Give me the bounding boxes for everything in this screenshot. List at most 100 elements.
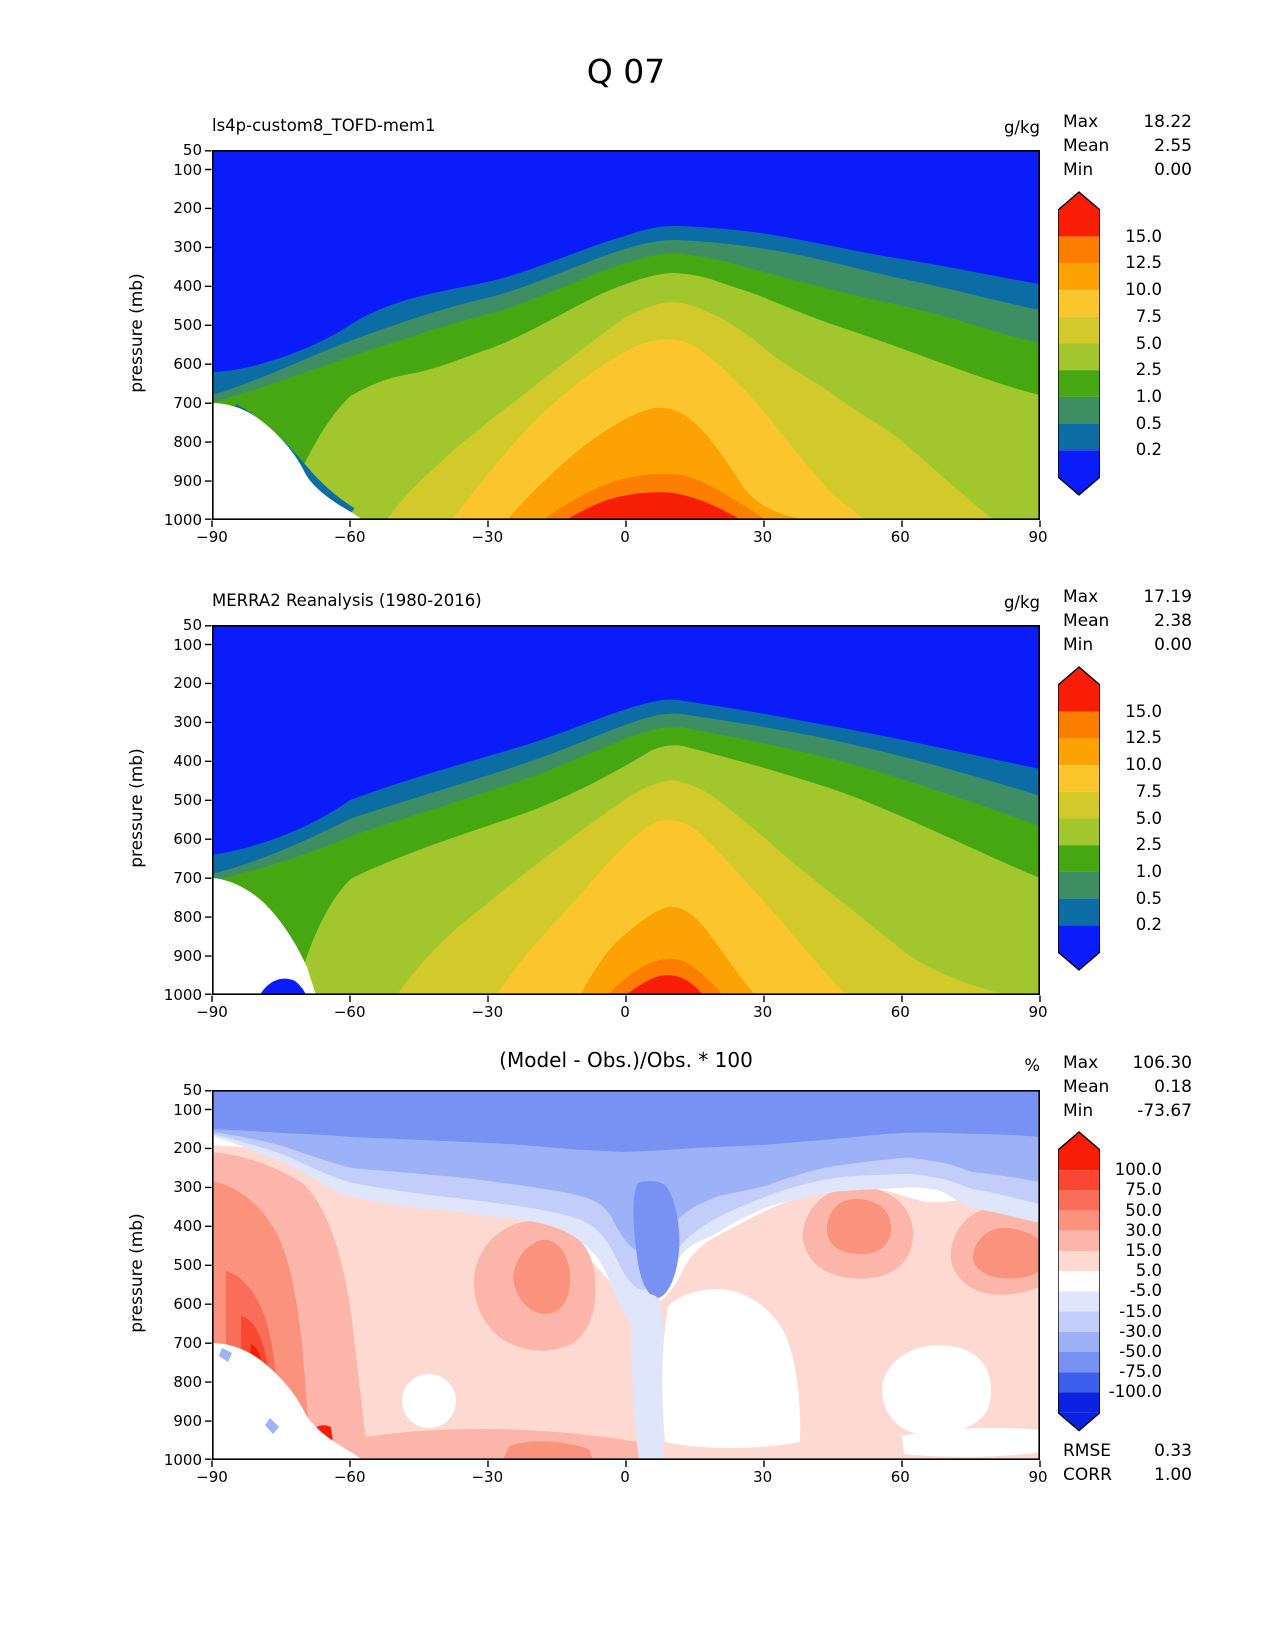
panel3-title: (Model - Obs.)/Obs. * 100 xyxy=(499,1048,753,1072)
cb-seg xyxy=(1058,818,1100,846)
panel3-max-value: 106.30 xyxy=(1132,1053,1192,1073)
colorbar-outline xyxy=(1058,666,1100,971)
cb3-label: 15.0 xyxy=(1125,1241,1162,1260)
cb-seg xyxy=(1058,236,1100,264)
panel2-units: g/kg xyxy=(1003,593,1040,612)
cb-seg xyxy=(1058,711,1100,739)
cb-seg xyxy=(1058,738,1100,766)
cb-seg xyxy=(1058,1392,1100,1413)
cb3-label: 5.0 xyxy=(1135,1261,1162,1281)
panel3-ytick: 600 xyxy=(173,1295,202,1314)
page-title: Q 07 xyxy=(586,52,666,91)
panel3-ytick: 800 xyxy=(173,1373,202,1392)
band-q-15 xyxy=(566,492,741,520)
cb-seg xyxy=(1058,871,1100,899)
cb2-label: 12.5 xyxy=(1125,728,1162,748)
panel2-ytick: 700 xyxy=(173,869,202,888)
cb-seg xyxy=(1058,1190,1100,1211)
panel1-units: g/kg xyxy=(1003,118,1040,137)
antarctic-mask xyxy=(212,403,363,520)
cb1-label: 7.5 xyxy=(1135,306,1162,326)
panel3-ytick: 900 xyxy=(173,1412,202,1431)
cb-seg xyxy=(1058,1150,1100,1171)
panel1-mean-label: Mean xyxy=(1063,136,1110,156)
cb3-label: -75.0 xyxy=(1119,1362,1162,1382)
panel3-ytick: 100 xyxy=(173,1100,202,1119)
cb3-label: 100.0 xyxy=(1114,1160,1162,1180)
panel1-ytick: 900 xyxy=(173,472,202,491)
cb1-label: 5.0 xyxy=(1135,333,1162,353)
panel3-ytick: 50 xyxy=(182,1081,202,1099)
colorbar-arrow-up xyxy=(1058,1132,1100,1150)
panel2-ytick: 600 xyxy=(173,830,202,849)
panel2-title: MERRA2 Reanalysis (1980-2016) xyxy=(212,591,482,610)
panel1-ytick: 1000 xyxy=(163,511,202,529)
panel3-min-label: Min xyxy=(1063,1101,1094,1121)
cb-seg xyxy=(1058,396,1100,424)
panel2-xtick: 60 xyxy=(890,1003,910,1021)
panel2-ytick: 400 xyxy=(173,752,202,771)
panel1-xtick: 30 xyxy=(753,528,773,546)
cb3-label: -50.0 xyxy=(1119,1342,1162,1361)
panel2-ytick: 500 xyxy=(173,791,202,810)
panel1-ytick: 700 xyxy=(173,394,202,413)
cb3-label: -100.0 xyxy=(1108,1382,1162,1402)
cb2-label: 5.0 xyxy=(1135,808,1162,828)
panel2-xtick: 90 xyxy=(1028,1003,1048,1021)
y-tick-marks xyxy=(205,1090,212,1460)
cb3-label: -5.0 xyxy=(1129,1281,1162,1301)
cb1-label: 0.5 xyxy=(1135,413,1162,433)
panel2-mean-label: Mean xyxy=(1063,611,1110,631)
panel1-ytick: 800 xyxy=(173,433,202,452)
cb3-label: 75.0 xyxy=(1125,1180,1162,1200)
panel2-ytick: 800 xyxy=(173,908,202,927)
white-patch xyxy=(662,1289,801,1448)
panel3-mean-value: 0.18 xyxy=(1154,1077,1192,1097)
panel3-min-value: -73.67 xyxy=(1137,1101,1192,1121)
cb-seg xyxy=(1058,1271,1100,1292)
panel3-ytick: 300 xyxy=(173,1178,202,1197)
band-diff-m75 xyxy=(212,1090,1040,1152)
cb2-label: 2.5 xyxy=(1135,835,1162,855)
cb-seg xyxy=(1058,1311,1100,1332)
cb-seg xyxy=(1058,1251,1100,1272)
cb3-label: -15.0 xyxy=(1119,1301,1162,1321)
colorbar-obs xyxy=(1058,666,1100,971)
cb3-label: 50.0 xyxy=(1125,1200,1162,1220)
cb-seg xyxy=(1058,450,1100,477)
corr-value: 1.00 xyxy=(1154,1465,1192,1485)
panel2-xtick: −30 xyxy=(471,1003,504,1021)
white-patch xyxy=(882,1345,992,1435)
panel3-mean-label: Mean xyxy=(1063,1077,1110,1097)
contour-plot-model xyxy=(205,150,1041,527)
panel3-xtick: −60 xyxy=(333,1468,366,1486)
colorbar-arrow-up xyxy=(1058,667,1100,685)
cb-seg xyxy=(1058,1331,1100,1352)
panel1-ytick: 100 xyxy=(173,160,202,179)
cb2-label: 0.5 xyxy=(1135,888,1162,908)
cb-seg xyxy=(1058,845,1100,872)
cb3-label: -30.0 xyxy=(1119,1321,1162,1341)
blue-pocket xyxy=(633,1180,680,1298)
cb1-label: 0.2 xyxy=(1135,440,1162,460)
panel1-min-label: Min xyxy=(1063,160,1094,180)
cb-seg xyxy=(1058,791,1100,819)
cb1-label: 12.5 xyxy=(1125,253,1162,273)
cb2-label: 15.0 xyxy=(1125,701,1162,721)
cb-seg xyxy=(1058,316,1100,344)
cb-seg xyxy=(1058,765,1100,792)
cb3-label: 30.0 xyxy=(1125,1220,1162,1240)
panel2-ytick: 200 xyxy=(173,674,202,693)
panel3-ytick: 500 xyxy=(173,1256,202,1275)
x-tick-marks xyxy=(211,520,1041,527)
plot-border xyxy=(211,1090,1041,1460)
rmse-label: RMSE xyxy=(1063,1441,1112,1461)
cb-seg xyxy=(1058,925,1100,952)
colorbar-model xyxy=(1058,191,1100,496)
colorbar-arrow-down xyxy=(1058,1412,1100,1431)
cb-seg xyxy=(1058,290,1100,317)
cb-seg xyxy=(1058,343,1100,371)
panel3-xtick: 0 xyxy=(620,1468,630,1486)
panel2-min-label: Min xyxy=(1063,635,1094,655)
panel2-ytick: 300 xyxy=(173,713,202,732)
